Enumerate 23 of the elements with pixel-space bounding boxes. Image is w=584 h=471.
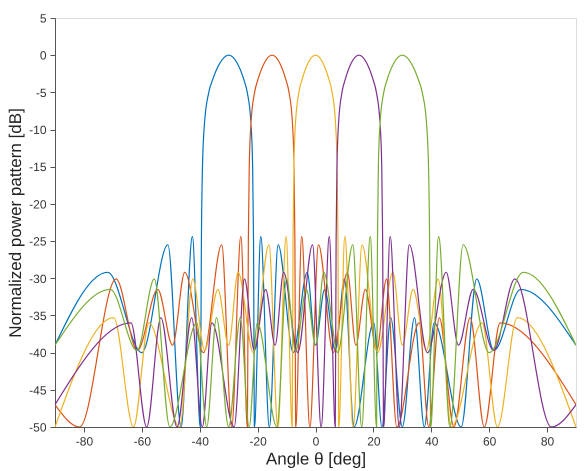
y-tick-label: -45 — [29, 383, 47, 398]
y-tick-label: -15 — [29, 160, 47, 174]
y-tick-label: -25 — [29, 234, 47, 249]
x-tick-label: -80 — [76, 434, 94, 448]
y-tick-label: 0 — [40, 48, 47, 63]
x-tick-label: -40 — [192, 434, 210, 448]
x-tick-label: -20 — [249, 434, 268, 448]
y-tick-label: -40 — [29, 346, 47, 360]
y-tick-label: 5 — [40, 12, 47, 26]
y-tick-label: -30 — [29, 272, 47, 286]
x-tick-label: -60 — [134, 434, 152, 448]
x-axis-title: Angle θ [deg] — [266, 450, 366, 468]
y-tick-label: -10 — [29, 123, 47, 138]
y-tick-label: -5 — [36, 86, 47, 100]
x-tick-label: 0 — [312, 434, 320, 448]
y-tick-label: -50 — [29, 420, 47, 434]
x-tick-label: 60 — [482, 434, 497, 448]
x-tick-label: 20 — [367, 434, 381, 448]
y-tick-label: -35 — [29, 308, 47, 323]
y-axis-title: Normalized power pattern [dB] — [6, 108, 26, 338]
y-tick-label: -20 — [29, 197, 47, 212]
x-tick-label: 80 — [540, 434, 555, 448]
x-tick-label: 40 — [425, 434, 439, 448]
